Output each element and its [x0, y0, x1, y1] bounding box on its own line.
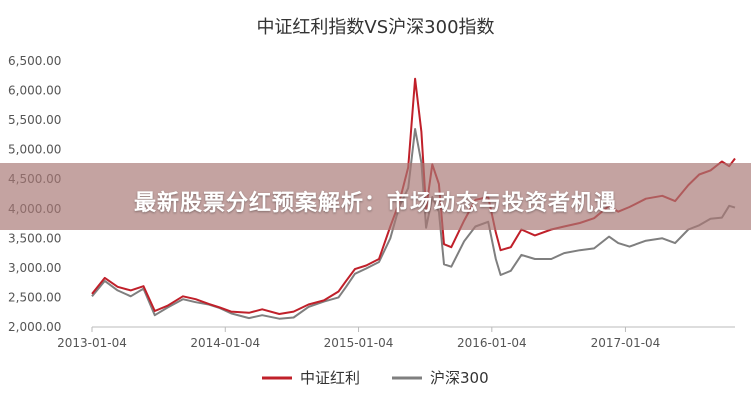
banner-headline: 最新股票分红预案解析：市场动态与投资者机遇 — [133, 191, 617, 216]
x-tick-label: 2016-01-04 — [457, 336, 527, 350]
y-tick-label: 5,500.00 — [8, 113, 61, 127]
y-tick-label: 3,500.00 — [8, 231, 61, 245]
y-tick-label: 5,000.00 — [8, 143, 61, 157]
x-axis-ticks: 2013-01-04 2014-01-04 2015-01-04 2016-01-04… — [57, 327, 660, 350]
y-tick-label: 3,000.00 — [8, 261, 61, 275]
legend-label: 中证红利 — [300, 369, 360, 387]
x-tick-label: 2017-01-04 — [591, 336, 661, 350]
y-tick-label: 6,000.00 — [8, 84, 61, 98]
chart-legend: 中证红利 沪深300 — [262, 369, 489, 387]
y-tick-label: 2,500.00 — [8, 290, 61, 304]
x-tick-label: 2013-01-04 — [57, 336, 127, 350]
x-tick-label: 2014-01-04 — [190, 336, 260, 350]
x-tick-label: 2015-01-04 — [324, 336, 394, 350]
legend-label: 沪深300 — [430, 369, 489, 387]
overlay-banner: 最新股票分红预案解析：市场动态与投资者机遇 — [0, 163, 751, 230]
y-tick-label: 2,000.00 — [8, 320, 61, 334]
chart-title: 中证红利指数VS沪深300指数 — [256, 17, 495, 38]
y-tick-label: 6,500.00 — [8, 54, 61, 68]
